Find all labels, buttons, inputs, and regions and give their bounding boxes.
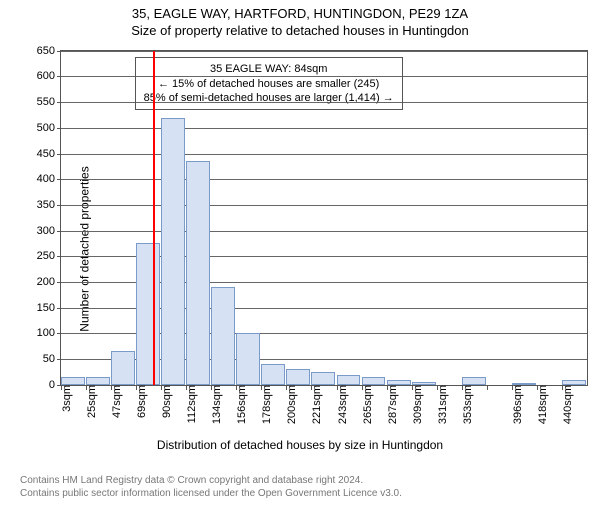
x-tick-label: 69sqm (134, 385, 148, 418)
histogram-bar (186, 161, 210, 385)
histogram-bar (86, 377, 110, 385)
histogram-bar (111, 351, 135, 384)
x-tick-mark (487, 385, 488, 390)
histogram-bar (362, 377, 386, 385)
y-tick-label: 350 (37, 199, 61, 211)
x-tick-label: 396sqm (510, 385, 524, 424)
chart-container: Number of detached properties 35 EAGLE W… (0, 44, 600, 454)
legal-footer: Contains HM Land Registry data © Crown c… (20, 475, 588, 500)
x-tick-label: 178sqm (259, 385, 273, 424)
histogram-bar (337, 375, 361, 385)
legal-line-2: Contains public sector information licen… (20, 488, 402, 499)
histogram-bar (311, 372, 335, 385)
histogram-bar (161, 118, 185, 385)
y-tick-label: 300 (37, 225, 61, 237)
annotation-line-3: 85% of semi-detached houses are larger (… (144, 91, 394, 105)
y-tick-label: 50 (43, 353, 61, 365)
x-tick-label: 90sqm (159, 385, 173, 418)
x-tick-label: 221sqm (309, 385, 323, 424)
x-tick-label: 200sqm (284, 385, 298, 424)
histogram-bar (462, 377, 486, 385)
x-tick-label: 134sqm (209, 385, 223, 424)
y-tick-label: 100 (37, 327, 61, 339)
x-tick-label: 440sqm (560, 385, 574, 424)
x-tick-label: 331sqm (435, 385, 449, 424)
legal-line-1: Contains HM Land Registry data © Crown c… (20, 475, 363, 486)
histogram-bar (286, 369, 310, 384)
x-tick-label: 243sqm (335, 385, 349, 424)
y-tick-label: 550 (37, 96, 61, 108)
x-tick-label: 309sqm (410, 385, 424, 424)
histogram-bar (562, 380, 586, 385)
x-tick-label: 287sqm (385, 385, 399, 424)
histogram-bar (211, 287, 235, 385)
reference-line (153, 51, 155, 385)
gridline (61, 51, 587, 52)
x-tick-label: 47sqm (109, 385, 123, 418)
x-axis-label: Distribution of detached houses by size … (0, 438, 600, 452)
annotation-line-1: 35 EAGLE WAY: 84sqm (144, 62, 394, 76)
gridline (61, 128, 587, 129)
annotation-line-2: ← 15% of detached houses are smaller (24… (144, 77, 394, 91)
y-tick-label: 600 (37, 70, 61, 82)
x-tick-label: 265sqm (360, 385, 374, 424)
page-title: 35, EAGLE WAY, HARTFORD, HUNTINGDON, PE2… (0, 6, 600, 23)
y-tick-label: 150 (37, 302, 61, 314)
gridline (61, 231, 587, 232)
histogram-bar (61, 377, 85, 385)
x-tick-label: 112sqm (184, 385, 198, 423)
gridline (61, 179, 587, 180)
y-tick-label: 400 (37, 173, 61, 185)
plot-area: 35 EAGLE WAY: 84sqm ← 15% of detached ho… (60, 50, 588, 386)
gridline (61, 154, 587, 155)
y-tick-label: 500 (37, 122, 61, 134)
x-tick-label: 418sqm (535, 385, 549, 424)
histogram-bar (136, 243, 160, 384)
x-tick-label: 156sqm (234, 385, 248, 424)
y-tick-label: 650 (37, 45, 61, 57)
gridline (61, 76, 587, 77)
x-tick-label: 353sqm (460, 385, 474, 424)
page-subtitle: Size of property relative to detached ho… (0, 23, 600, 40)
gridline (61, 205, 587, 206)
gridline (61, 102, 587, 103)
x-tick-label: 3sqm (59, 385, 73, 412)
y-tick-label: 200 (37, 276, 61, 288)
histogram-bar (236, 333, 260, 384)
x-tick-label: 25sqm (84, 385, 98, 418)
histogram-bar (387, 380, 411, 385)
histogram-bar (261, 364, 285, 385)
y-tick-label: 250 (37, 250, 61, 262)
y-tick-label: 450 (37, 148, 61, 160)
